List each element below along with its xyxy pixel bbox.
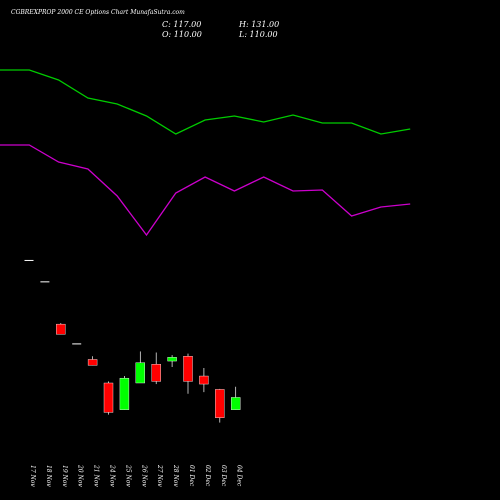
candle	[183, 353, 193, 394]
candle	[215, 388, 225, 423]
candle	[87, 356, 98, 366]
date-label: 21 Nov	[93, 464, 100, 487]
date-axis: 17 Nov 18 Nov 19 Nov 20 Nov 21 Nov 24 Nov 25 N…	[29, 464, 243, 487]
indicator-lines	[0, 69, 411, 237]
date-label: 27 Nov	[156, 464, 163, 487]
candle-body	[135, 362, 146, 384]
candle-body	[40, 281, 50, 283]
candlesticks	[24, 259, 241, 423]
candle-body	[119, 377, 130, 410]
candle	[40, 281, 50, 283]
date-label: 02 Dec	[204, 465, 211, 487]
candle-body	[230, 397, 241, 410]
date-label: 26 Nov	[140, 464, 147, 487]
candle-body	[199, 375, 209, 385]
candle-body	[215, 389, 225, 418]
magenta-line	[0, 144, 411, 237]
date-label: 18 Nov	[45, 465, 52, 487]
candle-body	[87, 359, 98, 366]
candle	[24, 259, 34, 261]
candle	[135, 351, 146, 384]
date-label: 03 Dec	[220, 465, 227, 487]
green-line	[0, 69, 411, 135]
low-value: L: 110.00	[238, 30, 278, 39]
date-label: 01 Dec	[188, 465, 195, 487]
date-label: 20 Nov	[77, 464, 84, 487]
date-label: 28 Nov	[172, 464, 179, 487]
candle	[56, 323, 66, 335]
candle	[103, 381, 114, 415]
candle	[72, 343, 82, 345]
candle	[167, 355, 177, 367]
date-label: 24 Nov	[109, 464, 116, 487]
candle	[119, 376, 130, 410]
candle-body	[72, 343, 82, 345]
date-label: 04 Dec	[236, 465, 243, 487]
candle	[230, 386, 241, 410]
candle-body	[167, 357, 177, 362]
candle-body	[56, 323, 66, 335]
candle	[151, 352, 161, 385]
candle-body	[183, 356, 193, 382]
date-label: 19 Nov	[61, 465, 68, 487]
close-value: C: 117.00	[162, 20, 201, 29]
date-label: 17 Nov	[29, 465, 36, 487]
chart-title: CGBREXPROP 2000 CE Options Chart MunafaS…	[11, 9, 185, 16]
candle	[199, 368, 209, 393]
date-label: 25 Nov	[124, 464, 131, 487]
open-value: O: 110.00	[162, 30, 202, 39]
high-value: H: 131.00	[238, 20, 279, 29]
candle-body	[103, 382, 114, 413]
candle-body	[24, 259, 34, 261]
candle-body	[151, 364, 161, 382]
